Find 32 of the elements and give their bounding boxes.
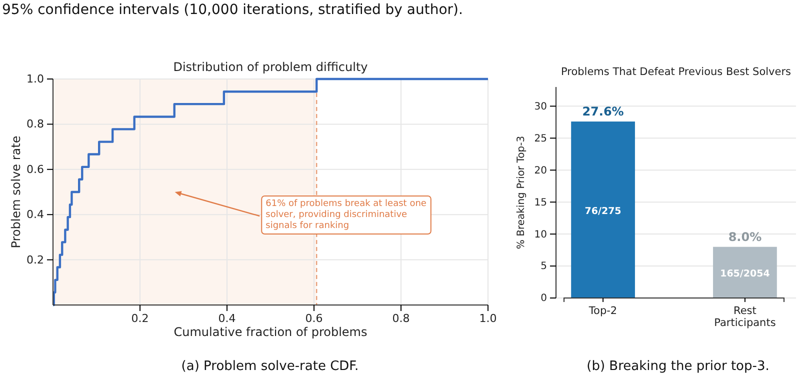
x-tick-label: Rest Participants	[714, 305, 776, 329]
data-label: 8.0%	[728, 230, 762, 244]
x-axis-title: Cumulative fraction of problems	[174, 325, 368, 339]
y-tick-label: 5	[540, 261, 547, 272]
chart-title: Distribution of problem difficulty	[173, 60, 368, 74]
y-tick-label: 0.8	[26, 118, 44, 131]
y-tick-label: 0.4	[26, 208, 44, 222]
x-tick-label: 1.0	[479, 312, 497, 325]
y-tick-label: 30	[534, 101, 547, 112]
text: (a) Problem solve-rate CDF.	[181, 359, 359, 374]
y-tick-label: 0.2	[26, 253, 44, 266]
x-tick-label: 0.8	[392, 312, 410, 325]
y-axis-title: % Breaking Prior Top-3	[516, 136, 527, 250]
text: (b) Breaking the prior top-3.	[586, 359, 770, 374]
data-label: 27.6%	[582, 104, 624, 119]
annotation: 61% of problems break at least one solver, providing discriminative signals for ranking	[266, 199, 427, 231]
chart-title: Problems That Defeat Previous Best Solvers	[560, 66, 792, 78]
y-tick-label: 25	[534, 133, 547, 144]
y-axis-title: Problem solve rate	[9, 136, 23, 248]
y-tick-label: 15	[534, 197, 547, 208]
y-tick-label: 1.0	[26, 72, 44, 86]
y-tick-label: 0.6	[26, 162, 44, 176]
x-tick-label: 0.4	[218, 312, 236, 325]
y-tick-label: 20	[534, 165, 547, 176]
y-tick-label: 10	[534, 229, 547, 240]
text: 95% confidence intervals (10,000 iterations, stratified by author).	[2, 2, 463, 18]
y-tick-label: 0	[540, 293, 547, 304]
x-tick-label: Top-2	[588, 305, 618, 317]
x-tick-label: 0.6	[305, 312, 323, 325]
x-tick-label: 0.2	[131, 312, 149, 325]
annotation: 76/275	[584, 206, 622, 217]
annotation: 165/2054	[720, 268, 770, 280]
